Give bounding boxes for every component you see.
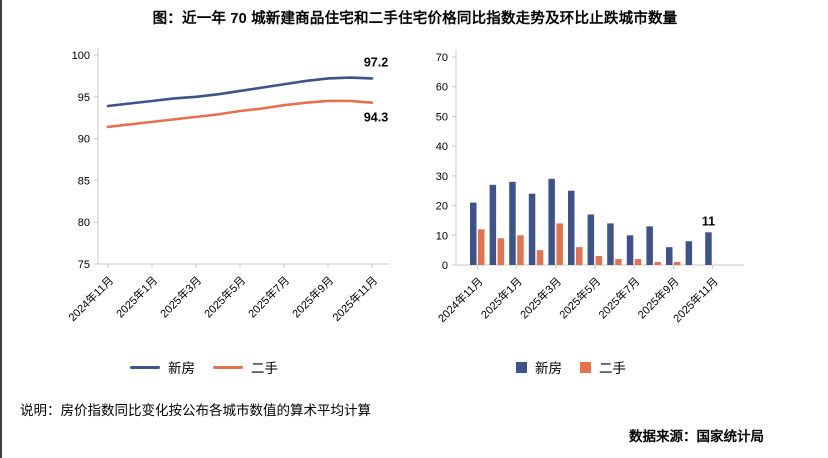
svg-text:2025年11月: 2025年11月 [329, 273, 380, 324]
legend-label-second-hand: 二手 [251, 361, 278, 376]
svg-text:2025年3月: 2025年3月 [517, 274, 564, 321]
svg-text:97.2: 97.2 [364, 55, 388, 69]
svg-text:2025年1月: 2025年1月 [113, 273, 160, 320]
svg-text:2024年11月: 2024年11月 [435, 274, 486, 325]
svg-text:2025年3月: 2025年3月 [157, 273, 204, 320]
new-home-bar-swatch [516, 361, 527, 373]
svg-text:70: 70 [436, 52, 448, 64]
svg-text:0: 0 [442, 260, 448, 272]
svg-text:85: 85 [78, 175, 90, 187]
svg-text:95: 95 [78, 92, 90, 104]
bar-chart: 0102030405060702024年11月2025年1月2025年3月202… [435, 50, 744, 325]
svg-text:90: 90 [78, 134, 90, 146]
second-hand-line-swatch [213, 365, 243, 369]
svg-text:40: 40 [436, 141, 448, 153]
svg-text:11: 11 [702, 214, 715, 228]
legend-label-new-home: 新房 [168, 361, 195, 376]
svg-text:2025年7月: 2025年7月 [245, 273, 292, 320]
svg-text:75: 75 [78, 259, 90, 271]
chart-title: 图：近一年 70 城新建商品住宅和二手住宅价格同比指数走势及环比止跌城市数量 [152, 11, 678, 27]
svg-text:30: 30 [436, 171, 448, 183]
svg-text:2025年7月: 2025年7月 [595, 274, 642, 321]
legend-label-second-hand-bars: 二手 [599, 361, 626, 376]
svg-text:60: 60 [436, 82, 448, 94]
legend-label-new-home-bars: 新房 [535, 361, 562, 376]
second-hand-bar-swatch [580, 361, 591, 373]
svg-text:2025年9月: 2025年9月 [289, 273, 336, 320]
svg-text:10: 10 [436, 230, 448, 242]
svg-text:100: 100 [72, 50, 90, 62]
bar-chart-legend: 新房 二手 [516, 357, 636, 377]
new-home-line-swatch [130, 365, 160, 369]
source-text: 数据来源：国家统计局 [629, 429, 764, 444]
svg-text:2025年1月: 2025年1月 [478, 274, 525, 321]
svg-text:50: 50 [436, 111, 448, 123]
svg-text:2025年5月: 2025年5月 [556, 274, 603, 321]
svg-text:20: 20 [436, 201, 448, 213]
line-chart-legend: 新房 二手 [130, 357, 288, 377]
svg-text:94.3: 94.3 [364, 111, 388, 125]
line-chart: 75808590951002024年11月2025年1月2025年3月2025年… [65, 48, 390, 324]
svg-text:80: 80 [78, 217, 90, 229]
note-text: 说明：房价指数同比变化按公布各城市数值的算术平均计算 [20, 403, 371, 418]
svg-text:2025年5月: 2025年5月 [201, 273, 248, 320]
svg-text:2024年11月: 2024年11月 [65, 273, 116, 324]
